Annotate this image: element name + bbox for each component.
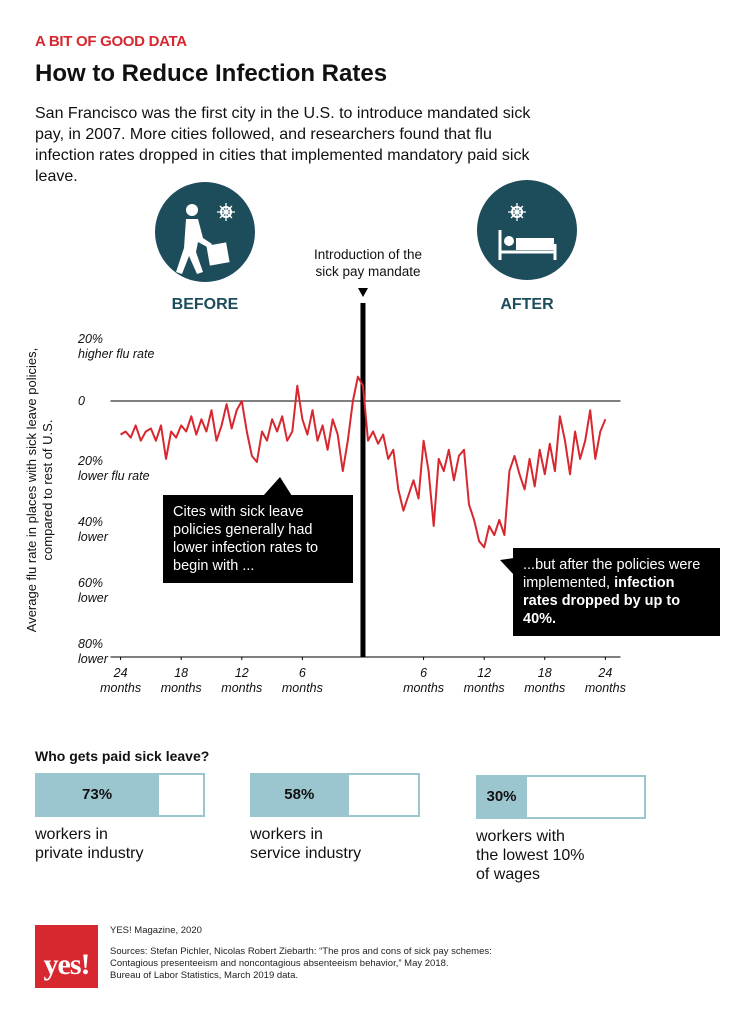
x-tick-label: 18 months bbox=[524, 666, 566, 695]
annotation: ...but after the policies were implement… bbox=[513, 548, 720, 636]
before-icon bbox=[155, 182, 255, 282]
bar bbox=[250, 773, 349, 817]
y-tick-label: 40% lower bbox=[78, 514, 108, 544]
y-tick-label: 20% higher flu rate bbox=[78, 332, 155, 362]
x-tick-label: 18 months bbox=[160, 666, 202, 695]
mandate-pointer bbox=[358, 288, 368, 297]
bar-label: workers in private industry bbox=[35, 826, 144, 862]
annotation-text: infection rates dropped by up to 40%. bbox=[523, 575, 681, 627]
y-tick-label: 20% lower flu rate bbox=[78, 453, 150, 483]
x-tick-label: 12 months bbox=[221, 666, 263, 695]
x-tick-label: 24 months bbox=[100, 666, 142, 695]
y-tick-label: 0 bbox=[78, 394, 85, 409]
bar-title: Who gets paid sick leave? bbox=[35, 748, 210, 764]
bar-value-label: 58% bbox=[284, 786, 315, 803]
y-tick-label: 60% lower bbox=[78, 575, 108, 605]
bar bbox=[476, 775, 527, 819]
sources: Sources: Stefan Pichler, Nicolas Robert … bbox=[110, 946, 492, 981]
x-tick-label: 12 months bbox=[463, 666, 505, 695]
bar-label: workers in service industry bbox=[250, 826, 362, 862]
bar-label: workers with the lowest 10% of wages bbox=[476, 828, 585, 883]
data-line bbox=[120, 375, 607, 549]
logo: yes! bbox=[35, 925, 98, 988]
x-tick-label: 6 months bbox=[281, 666, 323, 695]
subtitle: San Francisco was the first city in the … bbox=[35, 105, 531, 185]
bar bbox=[35, 773, 160, 817]
y-tick-label: 80% lower bbox=[78, 636, 108, 666]
after-icon bbox=[477, 180, 577, 280]
callout-pointers bbox=[263, 477, 514, 575]
after-label: AFTER bbox=[500, 296, 554, 313]
x-tick-label: 24 months bbox=[584, 666, 626, 695]
title: How to Reduce Infection Rates bbox=[35, 60, 388, 87]
bar-value-label: 30% bbox=[486, 788, 517, 805]
bar-value-label: 73% bbox=[82, 786, 113, 803]
annotation: Cites with sick leave policies generally… bbox=[163, 495, 353, 583]
x-tick-label: 6 months bbox=[403, 666, 445, 695]
before-label: BEFORE bbox=[171, 296, 239, 313]
mandate-label: Introduction of the sick pay mandate bbox=[313, 247, 423, 279]
line-chart bbox=[110, 180, 621, 660]
credit: YES! Magazine, 2020 bbox=[110, 925, 202, 936]
kicker: A BIT OF GOOD DATA bbox=[35, 33, 187, 50]
annotation-text: ...but after the policies were implement… bbox=[523, 557, 701, 591]
